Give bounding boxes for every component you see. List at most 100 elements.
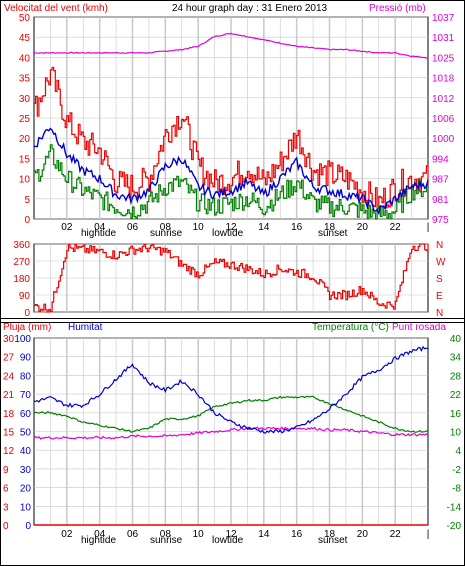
humidity-axis-title: Humitat [68,322,103,333]
event-sunrise-bottom: sunrise [150,535,183,546]
pressure-tick-label: 981 [432,195,449,206]
compass-tick-label: W [436,257,446,268]
hour-tick-label: 10 [193,529,205,540]
humidity-tick-label: 100 [14,334,31,345]
hour-tick-label: 08 [160,222,172,233]
pressure-tick-label: 1037 [432,13,455,24]
wind-direction-line [34,243,429,313]
hour-tick-label: 10 [193,222,205,233]
compass-tick-label: N [436,308,443,319]
rain-tick-label: 21 [3,390,15,401]
event-sunset-bottom: sunset [318,535,348,546]
rain-tick-label: 6 [3,484,9,495]
hour-tick-label: 08 [160,529,172,540]
hour-tick-label: 20 [357,222,369,233]
humidity-line [34,345,429,434]
event-hightide: hightide [81,228,116,239]
wind-tick-label: 25 [19,114,31,125]
dewpoint-line [33,426,429,440]
hour-tick-label: 14 [258,529,270,540]
pressure-tick-label: 975 [432,215,449,226]
hour-tick-label: 04 [94,529,106,540]
graph-title: 24 hour graph day : 31 Enero 2013 [172,3,328,14]
hour-tick-label: 02 [61,222,73,233]
humidity-tick-label: 20 [20,484,32,495]
pressure-tick-label: 1012 [432,94,455,105]
rain-tick-label: 27 [3,353,15,364]
humidity-tick-label: 0 [25,521,31,532]
hour-tick-label: 04 [94,222,106,233]
temperature-tick-label: -8 [452,484,461,495]
direction-tick-label: 180 [13,274,30,285]
pressure-tick-label: 1025 [432,53,455,64]
direction-tick-label: 360 [13,240,30,251]
humidity-tick-label: 60 [20,409,32,420]
compass-tick-label: N [436,240,443,251]
dewpoint-axis-title: Punt rosada [392,322,446,333]
temperature-tick-label: 10 [450,428,462,439]
humidity-tick-label: 80 [20,371,32,382]
rain-tick-label: 0 [3,521,9,532]
rain-tick-label: 24 [3,371,15,382]
rain-tick-label: 9 [3,465,9,476]
temperature-tick-label: 34 [450,353,462,364]
rain-tick-label: 30 [3,334,15,345]
pressure-tick-label: 1006 [432,114,455,125]
direction-tick-label: 270 [13,257,30,268]
pressure-line [34,32,429,59]
direction-tick-label: 0 [24,308,30,319]
temperature-tick-label: 22 [450,390,462,401]
event-hightide-bottom: hightide [81,535,116,546]
wind-tick-label: 20 [19,134,31,145]
hour-tick-label: 16 [291,529,303,540]
wind-speed-axis-title: Velocitat del vent (kmh) [4,3,108,14]
humidity-tick-label: 90 [20,353,32,364]
event-sunset: sunset [318,228,348,239]
pressure-tick-label: 1018 [432,74,455,85]
pressure-tick-label: 994 [432,154,449,165]
event-sunrise: sunrise [150,228,183,239]
direction-tick-label: 90 [19,291,31,302]
compass-tick-label: S [436,274,443,285]
temperature-axis-title: Temperatura (°C) [312,322,389,333]
wind-tick-label: 5 [24,195,30,206]
pressure-tick-label: 1000 [432,134,455,145]
wind-tick-label: 45 [19,33,31,44]
hour-tick-label: 18 [324,222,336,233]
humidity-tick-label: 50 [20,428,32,439]
hour-tick-label: 20 [357,529,369,540]
temperature-tick-label: -20 [447,521,462,532]
compass-tick-label: E [436,291,443,302]
humidity-tick-label: 30 [20,465,32,476]
temperature-tick-label: 4 [455,446,461,457]
wind-tick-label: 35 [19,74,31,85]
rain-tick-label: 12 [3,446,15,457]
temperature-line [33,395,429,433]
temperature-tick-label: 28 [450,371,462,382]
event-lowtide: lowtide [212,228,244,239]
pressure-tick-label: 987 [432,175,449,186]
hour-tick-label: | [427,529,430,540]
humidity-tick-label: 70 [20,390,32,401]
wind-tick-label: 15 [19,154,31,165]
temperature-tick-label: 40 [450,334,462,345]
hour-tick-label: | [427,222,430,233]
temperature-tick-label: -2 [452,465,461,476]
hour-tick-label: 22 [390,529,402,540]
hour-tick-label: 16 [291,222,303,233]
pressure-tick-label: 1031 [432,33,455,44]
wind-tick-label: 30 [19,94,31,105]
humidity-tick-label: 40 [20,446,32,457]
hour-tick-label: 06 [127,529,139,540]
wind-gust-line [34,66,429,210]
humidity-tick-label: 10 [20,502,32,513]
hour-tick-label: 12 [225,222,237,233]
hour-tick-label: 02 [61,529,73,540]
hour-tick-label: 14 [258,222,270,233]
hour-tick-label: 18 [324,529,336,540]
temperature-tick-label: -14 [447,502,462,513]
rain-tick-label: 18 [3,409,15,420]
rain-axis-title: Pluja (mm) [3,322,51,333]
pressure-axis-title: Pressió (mb) [369,3,426,14]
